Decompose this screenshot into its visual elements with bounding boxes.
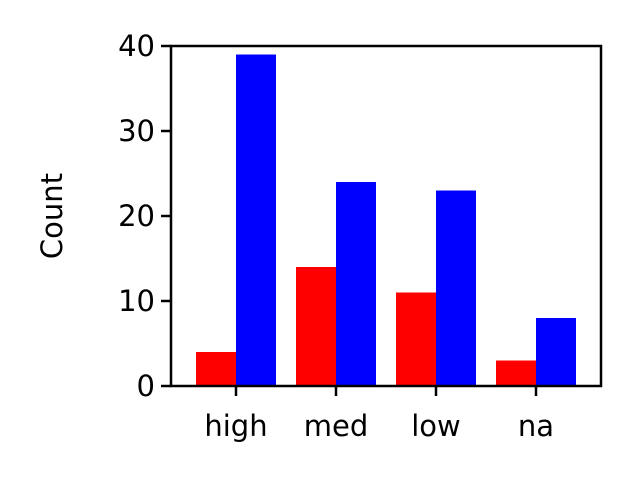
y-tick-label: 20 — [118, 199, 155, 233]
bar-na-series-2 — [536, 318, 576, 386]
x-tick-label-high: high — [204, 409, 267, 443]
x-tick-label-low: low — [411, 409, 461, 443]
y-tick-label: 10 — [118, 284, 155, 318]
x-tick-label-na: na — [518, 409, 554, 443]
y-axis-ticks: 0 10 20 30 40 — [118, 29, 171, 403]
bar-high-series-2 — [236, 54, 276, 386]
x-tick-label-med: med — [304, 409, 369, 443]
y-axis-label: Count — [35, 173, 69, 259]
bar-high-series-1 — [196, 352, 236, 386]
y-tick-label: 30 — [118, 114, 155, 148]
bar-low-series-1 — [396, 292, 436, 386]
bar-low-series-2 — [436, 190, 476, 386]
y-tick-label: 40 — [118, 29, 155, 63]
bar-med-series-1 — [296, 267, 336, 386]
bar-na-series-1 — [496, 360, 536, 386]
bar-med-series-2 — [336, 182, 376, 386]
bars-group — [196, 54, 576, 386]
x-axis-ticks: high med low na — [204, 386, 554, 443]
y-tick-label: 0 — [137, 369, 155, 403]
